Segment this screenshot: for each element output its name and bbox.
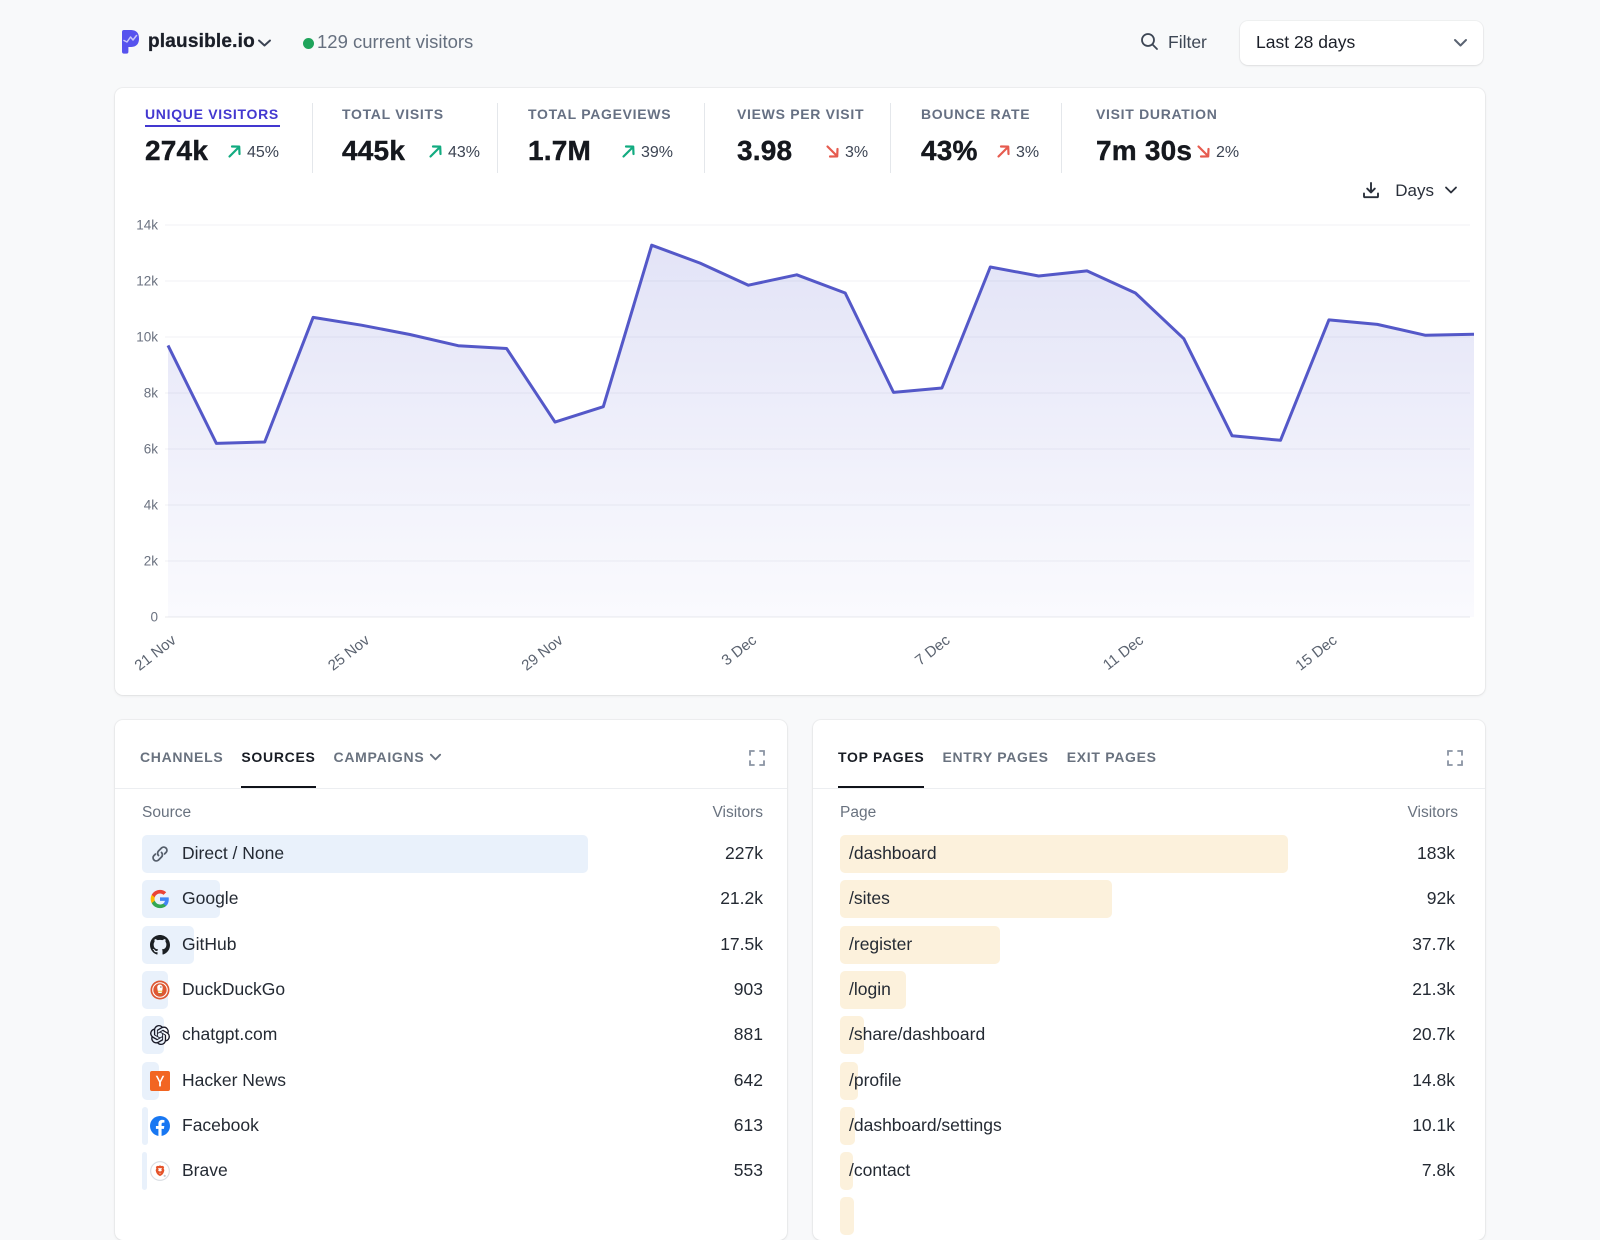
svg-text:8k: 8k: [144, 386, 159, 401]
svg-text:14k: 14k: [136, 218, 158, 233]
svg-text:4k: 4k: [144, 498, 159, 513]
svg-text:0: 0: [150, 610, 158, 625]
svg-text:6k: 6k: [144, 442, 159, 457]
svg-text:3 Dec: 3 Dec: [719, 631, 761, 669]
svg-text:21 Nov: 21 Nov: [132, 631, 180, 674]
svg-text:15 Dec: 15 Dec: [1292, 631, 1340, 674]
svg-text:25 Nov: 25 Nov: [325, 631, 373, 674]
svg-text:10k: 10k: [136, 330, 158, 345]
svg-text:7 Dec: 7 Dec: [912, 631, 954, 669]
svg-text:11 Dec: 11 Dec: [1100, 631, 1147, 673]
svg-text:29 Nov: 29 Nov: [519, 631, 567, 674]
svg-text:12k: 12k: [136, 274, 158, 289]
svg-text:2k: 2k: [144, 554, 159, 569]
